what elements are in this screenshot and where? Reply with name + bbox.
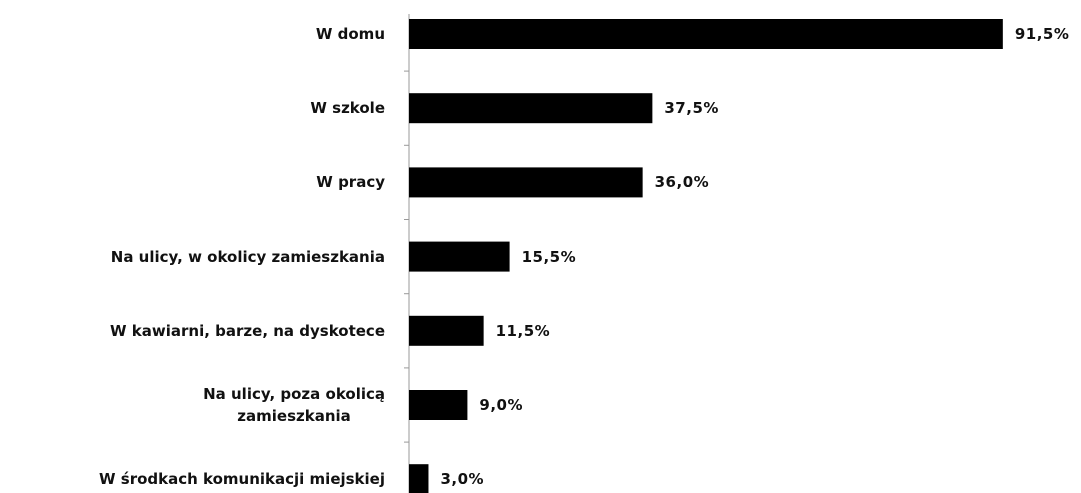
value-label: 37,5% bbox=[664, 99, 719, 118]
category-label: W kawiarni, barze, na dyskotece bbox=[110, 320, 385, 342]
category-text: W pracy bbox=[316, 173, 385, 192]
bar bbox=[409, 241, 510, 272]
value-label: 11,5% bbox=[495, 321, 551, 340]
bar bbox=[409, 167, 643, 198]
value-label: 9,0% bbox=[479, 396, 524, 414]
bar bbox=[409, 19, 1003, 49]
value-label: 91,5% bbox=[1014, 25, 1070, 43]
bar bbox=[409, 315, 484, 346]
bar bbox=[409, 464, 429, 493]
value-label: 15,5% bbox=[521, 247, 577, 266]
category-label: Na ulicy, poza okolicą zamieszkania bbox=[203, 383, 385, 427]
category-text: W kawiarni, barze, na dyskotece bbox=[110, 321, 385, 340]
category-label: W szkole bbox=[310, 97, 385, 119]
category-label: Na ulicy, w okolicy zamieszkania bbox=[111, 246, 385, 268]
bar bbox=[409, 93, 653, 124]
category-label: W domu bbox=[316, 23, 385, 45]
category-text: W domu bbox=[315, 25, 385, 43]
value-label: 36,0% bbox=[654, 173, 710, 192]
value-label: 3,0% bbox=[440, 470, 485, 489]
category-text: Na ulicy, poza okolicą zamieszkania bbox=[203, 385, 385, 425]
bar bbox=[409, 390, 468, 420]
category-label: W środkach komunikacji miejskiej bbox=[99, 468, 385, 490]
category-label: W pracy bbox=[316, 171, 385, 193]
category-text: W szkole bbox=[310, 99, 385, 118]
category-text: W środkach komunikacji miejskiej bbox=[99, 470, 385, 489]
category-text: Na ulicy, w okolicy zamieszkania bbox=[110, 247, 385, 266]
